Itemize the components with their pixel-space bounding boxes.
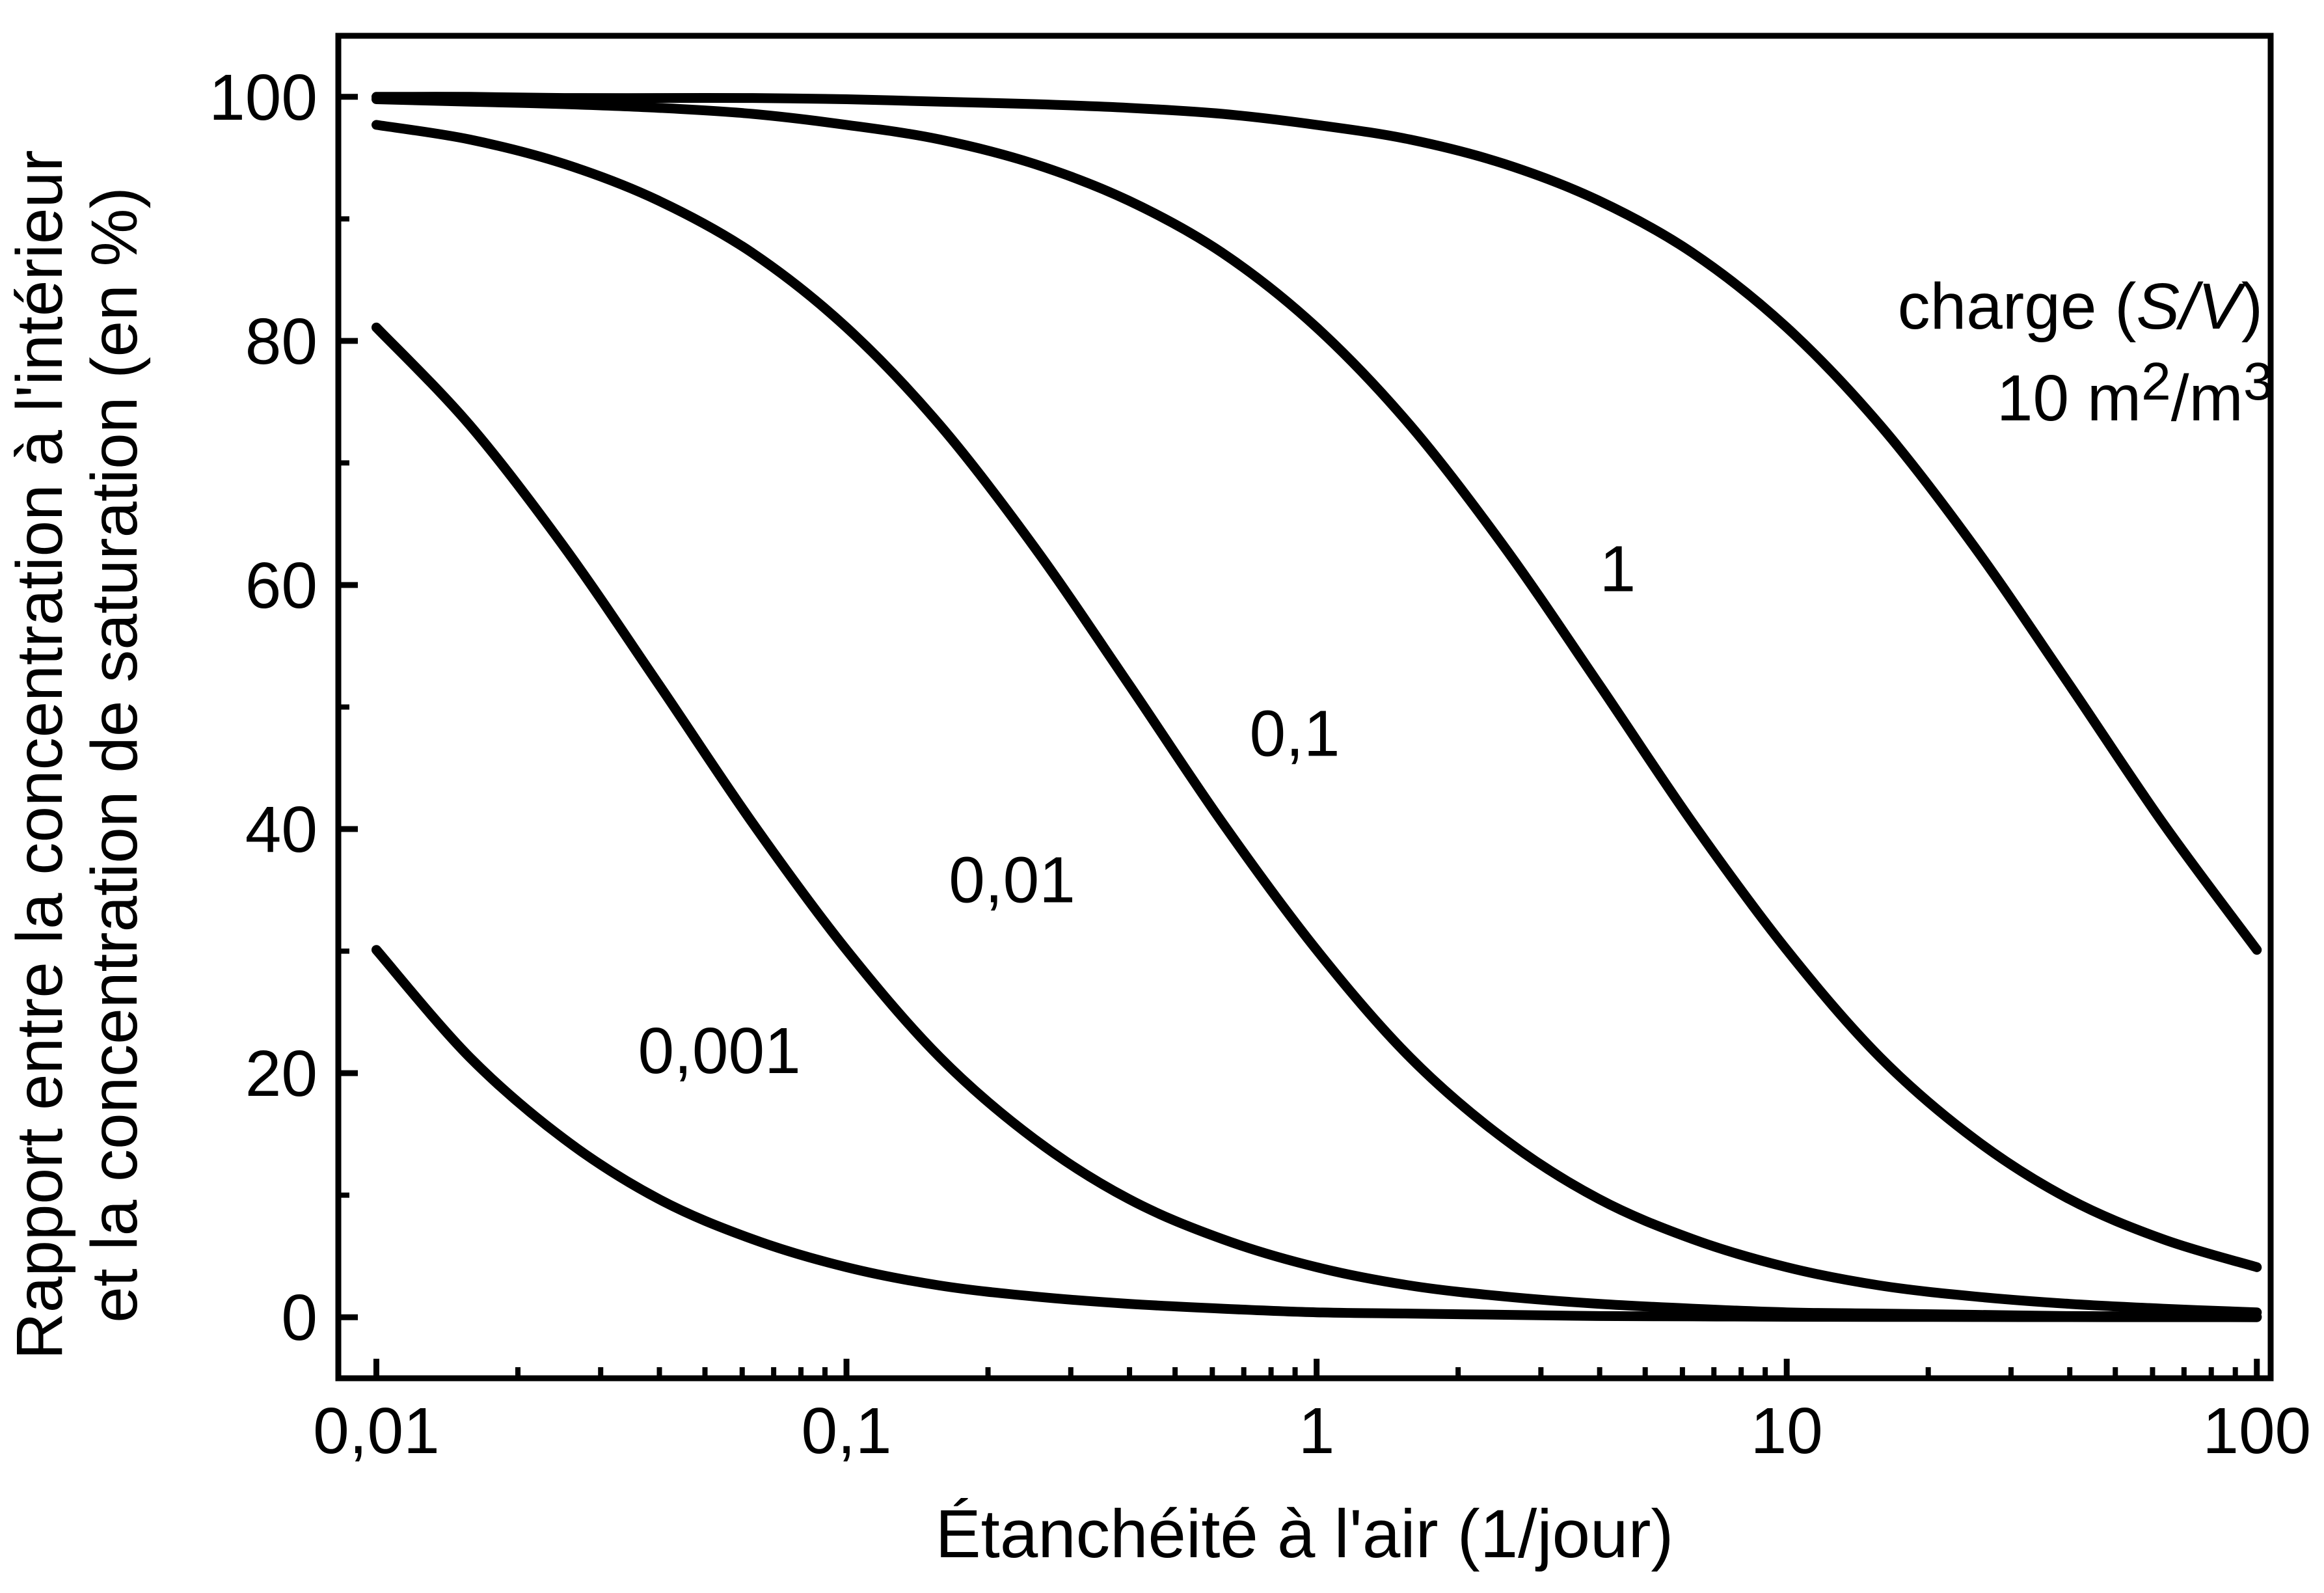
x-tick-label: 10: [1751, 1395, 1823, 1467]
x-tick-label: 0,01: [313, 1395, 440, 1467]
annotation-0,1: 0,1: [1250, 698, 1340, 770]
y-tick-label: 100: [209, 61, 318, 134]
annotation-0,01: 0,01: [949, 844, 1075, 917]
y-tick-label: 40: [245, 793, 318, 866]
y-tick-label: 80: [245, 305, 318, 378]
y-tick-label: 0: [281, 1281, 318, 1354]
x-tick-label: 100: [2202, 1395, 2311, 1467]
annotation-10mm: 10 m2/m3: [1997, 352, 2273, 435]
x-tick-label: 1: [1299, 1395, 1335, 1467]
curve-charge-10: [372, 92, 2262, 955]
annotation-1: 1: [1600, 532, 1636, 605]
x-tick-label: 0,1: [802, 1395, 892, 1467]
y-tick-label: 60: [245, 549, 318, 622]
y-axis-title-line2: et la concentration de saturation (en %): [78, 187, 151, 1322]
annotation-chargeSV: charge (S/V): [1898, 270, 2263, 343]
y-tick-label: 20: [245, 1037, 318, 1110]
y-axis-title-line1: Rapport entre la concentration à l'intér…: [3, 150, 76, 1359]
curve-charge-0,1: [372, 120, 2262, 1318]
x-axis-title: Étanchéité à l'air (1/jour): [936, 1496, 1674, 1572]
curve-charge-0,01: [372, 322, 2262, 1322]
curve-charge-1: [372, 94, 2262, 1272]
annotation-0,001: 0,001: [638, 1014, 800, 1087]
